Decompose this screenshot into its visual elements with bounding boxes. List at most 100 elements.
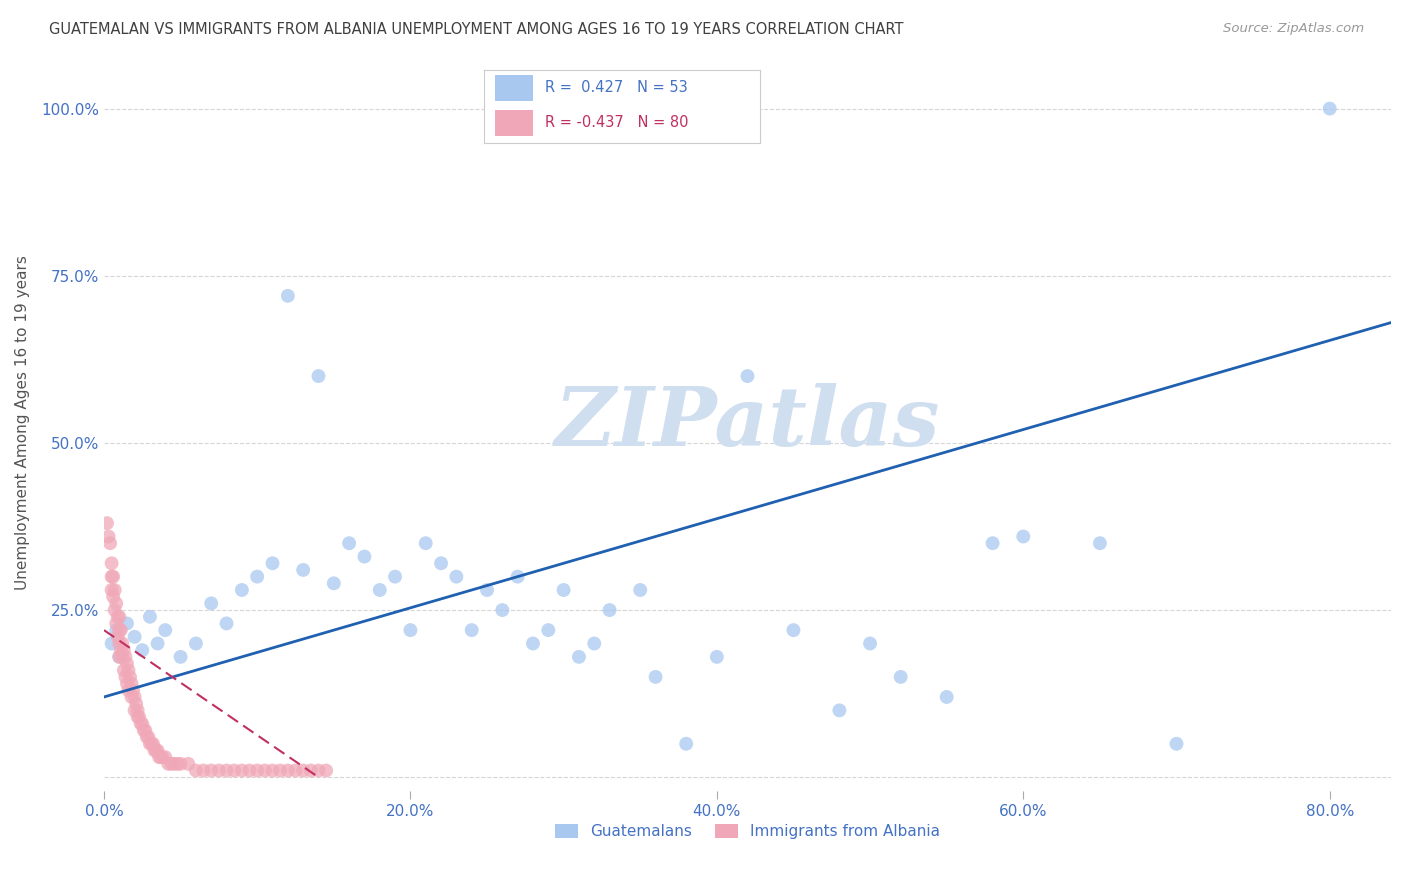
Point [104,603,127,617]
Point [100,636,122,650]
Point [262,764,284,778]
Point [96,516,118,530]
Point [308,369,330,384]
Point [1088,536,1111,550]
Point [215,764,238,778]
Point [129,716,152,731]
Point [935,690,957,704]
Point [110,643,132,657]
Point [828,703,851,717]
Point [148,750,170,764]
Point [215,616,238,631]
Point [277,764,299,778]
Point [97,529,120,543]
Point [1166,737,1188,751]
Point [146,743,169,757]
Point [124,630,146,644]
Point [108,623,131,637]
Point [114,649,136,664]
Point [475,582,498,597]
Point [107,630,129,644]
Point [138,730,160,744]
Point [430,556,453,570]
Point [127,703,149,717]
Point [127,710,149,724]
Point [169,649,191,664]
Point [184,764,207,778]
Point [111,649,134,664]
Point [98,536,121,550]
Point [292,764,315,778]
Point [125,697,148,711]
Point [149,750,172,764]
Point [163,756,186,771]
Point [238,764,260,778]
Point [121,690,143,704]
Point [415,536,437,550]
Point [299,764,322,778]
Point [308,764,330,778]
Point [117,663,139,677]
Point [399,623,422,637]
Point [177,756,200,771]
Point [135,730,157,744]
Point [537,623,560,637]
Point [166,756,188,771]
Point [118,670,141,684]
Point [628,582,651,597]
Point [122,683,145,698]
Point [117,683,139,698]
Point [208,764,231,778]
Point [890,670,912,684]
Point [782,623,804,637]
Point [124,703,146,717]
Point [139,609,162,624]
Point [353,549,375,564]
Point [184,636,207,650]
Point [143,743,166,757]
Point [146,636,169,650]
Point [160,756,183,771]
Point [112,643,135,657]
Point [110,623,132,637]
Point [368,582,391,597]
Point [101,569,124,583]
Point [139,737,162,751]
Legend: Guatemalans, Immigrants from Albania: Guatemalans, Immigrants from Albania [548,818,946,846]
Point [100,556,122,570]
Point [292,563,315,577]
Point [200,596,222,610]
Point [108,609,131,624]
Text: GUATEMALAN VS IMMIGRANTS FROM ALBANIA UNEMPLOYMENT AMONG AGES 16 TO 19 YEARS COR: GUATEMALAN VS IMMIGRANTS FROM ALBANIA UN… [49,22,904,37]
Point [101,590,124,604]
Point [157,756,180,771]
Point [131,643,153,657]
Point [121,676,143,690]
Point [522,636,544,650]
Point [100,582,122,597]
Point [284,764,307,778]
Point [155,750,177,764]
Text: ZIPatlas: ZIPatlas [555,383,941,463]
Point [277,289,299,303]
Point [108,636,131,650]
Point [553,582,575,597]
Point [322,576,344,591]
Point [200,764,222,778]
Point [737,369,759,384]
Point [384,569,406,583]
Point [568,649,591,664]
Point [269,764,291,778]
Point [506,569,529,583]
Point [115,657,138,671]
Point [859,636,882,650]
Point [145,743,167,757]
Point [262,556,284,570]
Point [644,670,666,684]
Y-axis label: Unemployment Among Ages 16 to 19 years: Unemployment Among Ages 16 to 19 years [15,255,30,591]
Point [246,764,269,778]
Point [231,764,253,778]
Point [131,716,153,731]
Point [112,663,135,677]
Point [981,536,1004,550]
